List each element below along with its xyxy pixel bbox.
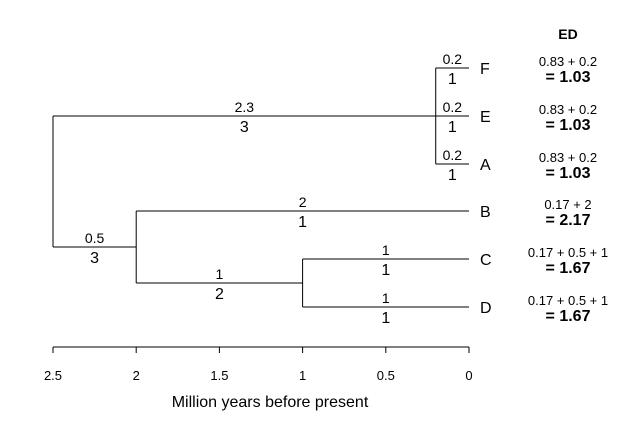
branch-count-label: 3 [90, 250, 99, 267]
axis-tick-label: 0.5 [377, 368, 395, 383]
axis-tick-label: 1 [299, 368, 306, 383]
ed-expression: 0.17 + 0.5 + 1 [528, 293, 608, 308]
branch-labels: 2.3 3 0.5 3 2 1 1 2 1 1 1 1 0.2 1 0.2 1 0.2 1 [85, 51, 462, 327]
ed-expression: 0.17 + 0.5 + 1 [528, 245, 608, 260]
ed-value: = 2.17 [546, 212, 591, 229]
tree-branches [52, 67, 469, 308]
branch-count-label: 1 [381, 310, 390, 327]
tip-labels: F E A B C D [480, 61, 492, 317]
ed-header: ED [558, 26, 577, 42]
branch-length-label: 1 [382, 242, 390, 258]
ed-column: ED 0.83 + 0.2= 1.030.83 + 0.2= 1.030.83 … [528, 26, 608, 325]
branch-length-label: 0.2 [443, 51, 463, 67]
branch-length-label: 2.3 [235, 99, 255, 115]
branch-length-label: 1 [382, 290, 390, 306]
ed-expression: 0.83 + 0.2 [539, 54, 597, 69]
ed-expression: 0.17 + 2 [544, 197, 591, 212]
branch-count-label: 1 [298, 214, 307, 231]
ed-value: = 1.03 [546, 165, 591, 182]
tip-label: F [480, 61, 490, 78]
ed-value: = 1.67 [546, 308, 591, 325]
branch-count-label: 1 [448, 119, 457, 136]
branch-length-label: 0.2 [443, 147, 463, 163]
tip-label: E [480, 109, 491, 126]
branch-count-label: 2 [215, 286, 224, 303]
ed-expression: 0.83 + 0.2 [539, 150, 597, 165]
axis-tick-label: 2.5 [44, 368, 62, 383]
axis-tick-label: 0 [465, 368, 472, 383]
branch-count-label: 3 [240, 119, 249, 136]
branch-length-label: 0.5 [85, 230, 105, 246]
tip-label: A [480, 157, 491, 174]
branch-length-label: 1 [216, 266, 224, 282]
tip-label: B [480, 204, 491, 221]
tip-label: C [480, 252, 492, 269]
axis-title: Million years before present [172, 394, 369, 411]
branch-length-label: 2 [299, 194, 307, 210]
branch-count-label: 1 [448, 71, 457, 88]
ed-expression: 0.83 + 0.2 [539, 102, 597, 117]
axis-tick-label: 2 [133, 368, 140, 383]
time-axis: 2.5 2 1.5 1 0.5 0 Million years before presen… [44, 346, 473, 411]
branch-count-label: 1 [448, 167, 457, 184]
ed-value: = 1.67 [546, 260, 591, 277]
axis-ticks: 2.5 2 1.5 1 0.5 0 [44, 347, 473, 383]
ed-value: = 1.03 [546, 69, 591, 86]
branch-length-label: 0.2 [443, 99, 463, 115]
branch-count-label: 1 [381, 262, 390, 279]
axis-tick-label: 1.5 [210, 368, 228, 383]
ed-value: = 1.03 [546, 117, 591, 134]
tip-label: D [480, 300, 492, 317]
